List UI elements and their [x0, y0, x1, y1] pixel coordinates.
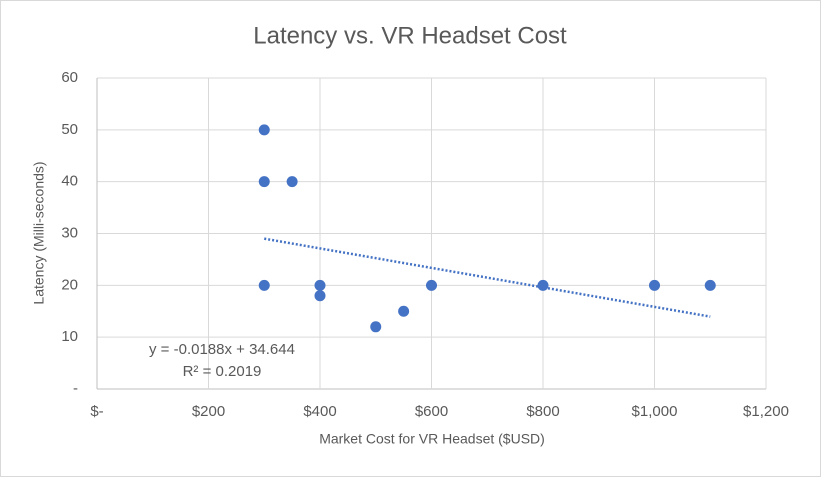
scatter-point: [537, 279, 549, 291]
trendline-equation: y = -0.0188x + 34.644: [149, 341, 295, 358]
trendline: [264, 237, 711, 318]
y-tick-label: 20: [61, 276, 78, 293]
y-tick-label: -: [73, 380, 78, 397]
scatter-point: [286, 176, 298, 188]
x-tick-label: $1,000: [632, 403, 678, 420]
scatter-point: [258, 124, 270, 136]
scatter-point: [426, 279, 437, 291]
scatter-point: [704, 279, 716, 291]
x-tick-label: $1,200: [743, 403, 789, 420]
x-axis-label: Market Cost for VR Headset ($USD): [319, 431, 545, 447]
scatter-point: [258, 279, 270, 291]
scatter-point: [370, 321, 382, 333]
x-tick-label: $200: [192, 403, 225, 420]
y-tick-label: 50: [61, 121, 78, 138]
y-tick-label: 10: [61, 328, 78, 345]
trendline-r2: R² = 0.2019: [183, 363, 262, 380]
y-tick-label: 40: [61, 173, 78, 190]
scatter-point: [649, 279, 660, 291]
scatter-point: [258, 176, 270, 188]
scatter-point: [314, 290, 326, 302]
x-tick-label: $600: [415, 403, 448, 420]
scatter-point: [314, 279, 326, 291]
y-tick-label: 60: [61, 69, 78, 86]
x-tick-label: $400: [303, 403, 336, 420]
x-tick-label: $-: [90, 403, 103, 420]
y-tick-label: 30: [61, 224, 78, 241]
chart-title: Latency vs. VR Headset Cost: [253, 22, 567, 49]
x-tick-label: $800: [526, 403, 559, 420]
y-axis-label: Latency (Milli-seconds): [31, 161, 47, 304]
scatter-point: [398, 305, 410, 317]
